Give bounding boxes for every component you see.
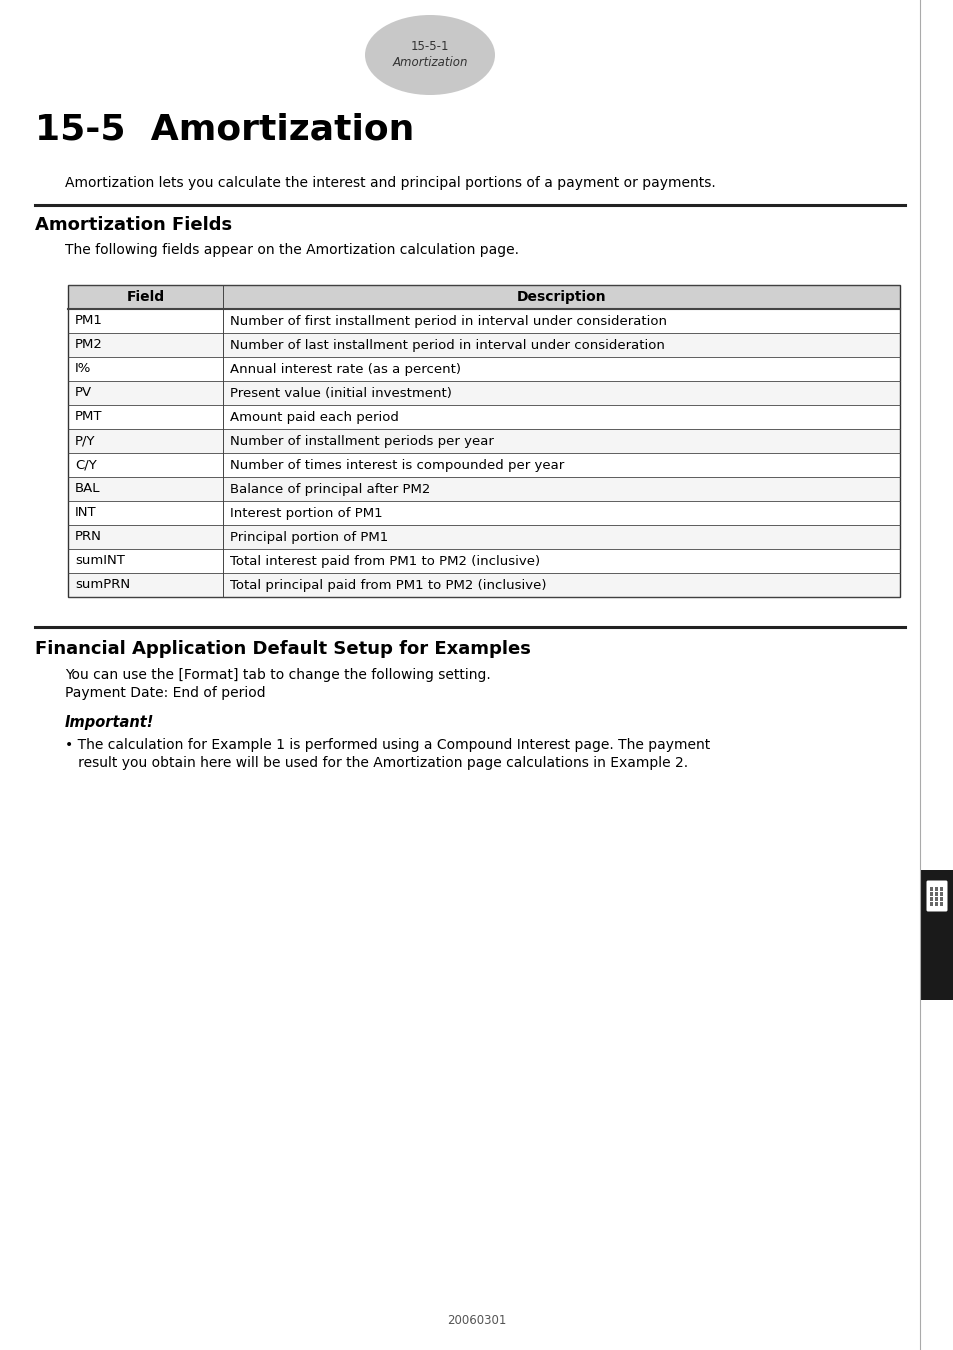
FancyBboxPatch shape xyxy=(925,880,946,911)
Text: Number of installment periods per year: Number of installment periods per year xyxy=(230,435,494,447)
Text: Payment Date: End of period: Payment Date: End of period xyxy=(65,686,265,701)
Bar xyxy=(939,902,943,906)
Text: sumPRN: sumPRN xyxy=(75,579,130,591)
Bar xyxy=(68,309,899,333)
Text: I%: I% xyxy=(75,363,91,375)
Bar xyxy=(939,887,943,891)
Text: P/Y: P/Y xyxy=(75,435,95,447)
Text: PMT: PMT xyxy=(75,410,102,424)
Text: Amortization Fields: Amortization Fields xyxy=(35,216,232,234)
Text: PV: PV xyxy=(75,386,92,400)
Bar xyxy=(920,869,953,1000)
Bar xyxy=(939,896,943,900)
Text: Amortization: Amortization xyxy=(392,55,467,69)
Bar xyxy=(68,429,899,454)
Text: Total interest paid from PM1 to PM2 (inclusive): Total interest paid from PM1 to PM2 (inc… xyxy=(230,555,539,567)
Bar xyxy=(929,902,933,906)
Bar xyxy=(68,381,899,405)
Bar xyxy=(68,333,899,356)
Text: 15-5  Amortization: 15-5 Amortization xyxy=(35,113,414,147)
Text: PRN: PRN xyxy=(75,531,102,544)
Text: 15-5-1: 15-5-1 xyxy=(411,39,449,53)
Text: Financial Application Default Setup for Examples: Financial Application Default Setup for … xyxy=(35,640,530,657)
Text: Total principal paid from PM1 to PM2 (inclusive): Total principal paid from PM1 to PM2 (in… xyxy=(230,579,546,591)
Bar xyxy=(68,572,899,597)
Text: Number of times interest is compounded per year: Number of times interest is compounded p… xyxy=(230,459,563,471)
Text: • The calculation for Example 1 is performed using a Compound Interest page. The: • The calculation for Example 1 is perfo… xyxy=(65,738,709,752)
Bar xyxy=(68,405,899,429)
Text: result you obtain here will be used for the Amortization page calculations in Ex: result you obtain here will be used for … xyxy=(65,756,687,770)
Bar xyxy=(68,501,899,525)
Text: Amount paid each period: Amount paid each period xyxy=(230,410,398,424)
Bar xyxy=(68,285,899,597)
Text: sumINT: sumINT xyxy=(75,555,125,567)
Text: PM1: PM1 xyxy=(75,315,103,328)
Text: Annual interest rate (as a percent): Annual interest rate (as a percent) xyxy=(230,363,460,375)
Text: Number of last installment period in interval under consideration: Number of last installment period in int… xyxy=(230,339,664,351)
Ellipse shape xyxy=(365,15,495,95)
Bar xyxy=(929,892,933,895)
Bar xyxy=(929,887,933,891)
Text: INT: INT xyxy=(75,506,96,520)
Bar xyxy=(934,902,938,906)
Bar xyxy=(929,896,933,900)
Text: You can use the [Format] tab to change the following setting.: You can use the [Format] tab to change t… xyxy=(65,668,490,682)
Text: Important!: Important! xyxy=(65,716,154,730)
Text: Interest portion of PM1: Interest portion of PM1 xyxy=(230,506,382,520)
Text: BAL: BAL xyxy=(75,482,100,495)
Bar xyxy=(68,549,899,572)
Text: Field: Field xyxy=(127,290,164,304)
Bar xyxy=(68,525,899,549)
Text: Present value (initial investment): Present value (initial investment) xyxy=(230,386,452,400)
Bar xyxy=(68,477,899,501)
Text: Description: Description xyxy=(517,290,606,304)
Bar xyxy=(934,887,938,891)
Text: Principal portion of PM1: Principal portion of PM1 xyxy=(230,531,388,544)
Text: C/Y: C/Y xyxy=(75,459,96,471)
Bar xyxy=(939,892,943,895)
Bar xyxy=(68,285,899,309)
Bar xyxy=(934,892,938,895)
Text: 20060301: 20060301 xyxy=(447,1314,506,1327)
Text: Number of first installment period in interval under consideration: Number of first installment period in in… xyxy=(230,315,666,328)
Text: The following fields appear on the Amortization calculation page.: The following fields appear on the Amort… xyxy=(65,243,518,256)
Bar xyxy=(934,896,938,900)
Text: Balance of principal after PM2: Balance of principal after PM2 xyxy=(230,482,430,495)
Bar xyxy=(68,454,899,477)
Bar xyxy=(68,356,899,381)
Text: Amortization lets you calculate the interest and principal portions of a payment: Amortization lets you calculate the inte… xyxy=(65,176,715,190)
Text: PM2: PM2 xyxy=(75,339,103,351)
